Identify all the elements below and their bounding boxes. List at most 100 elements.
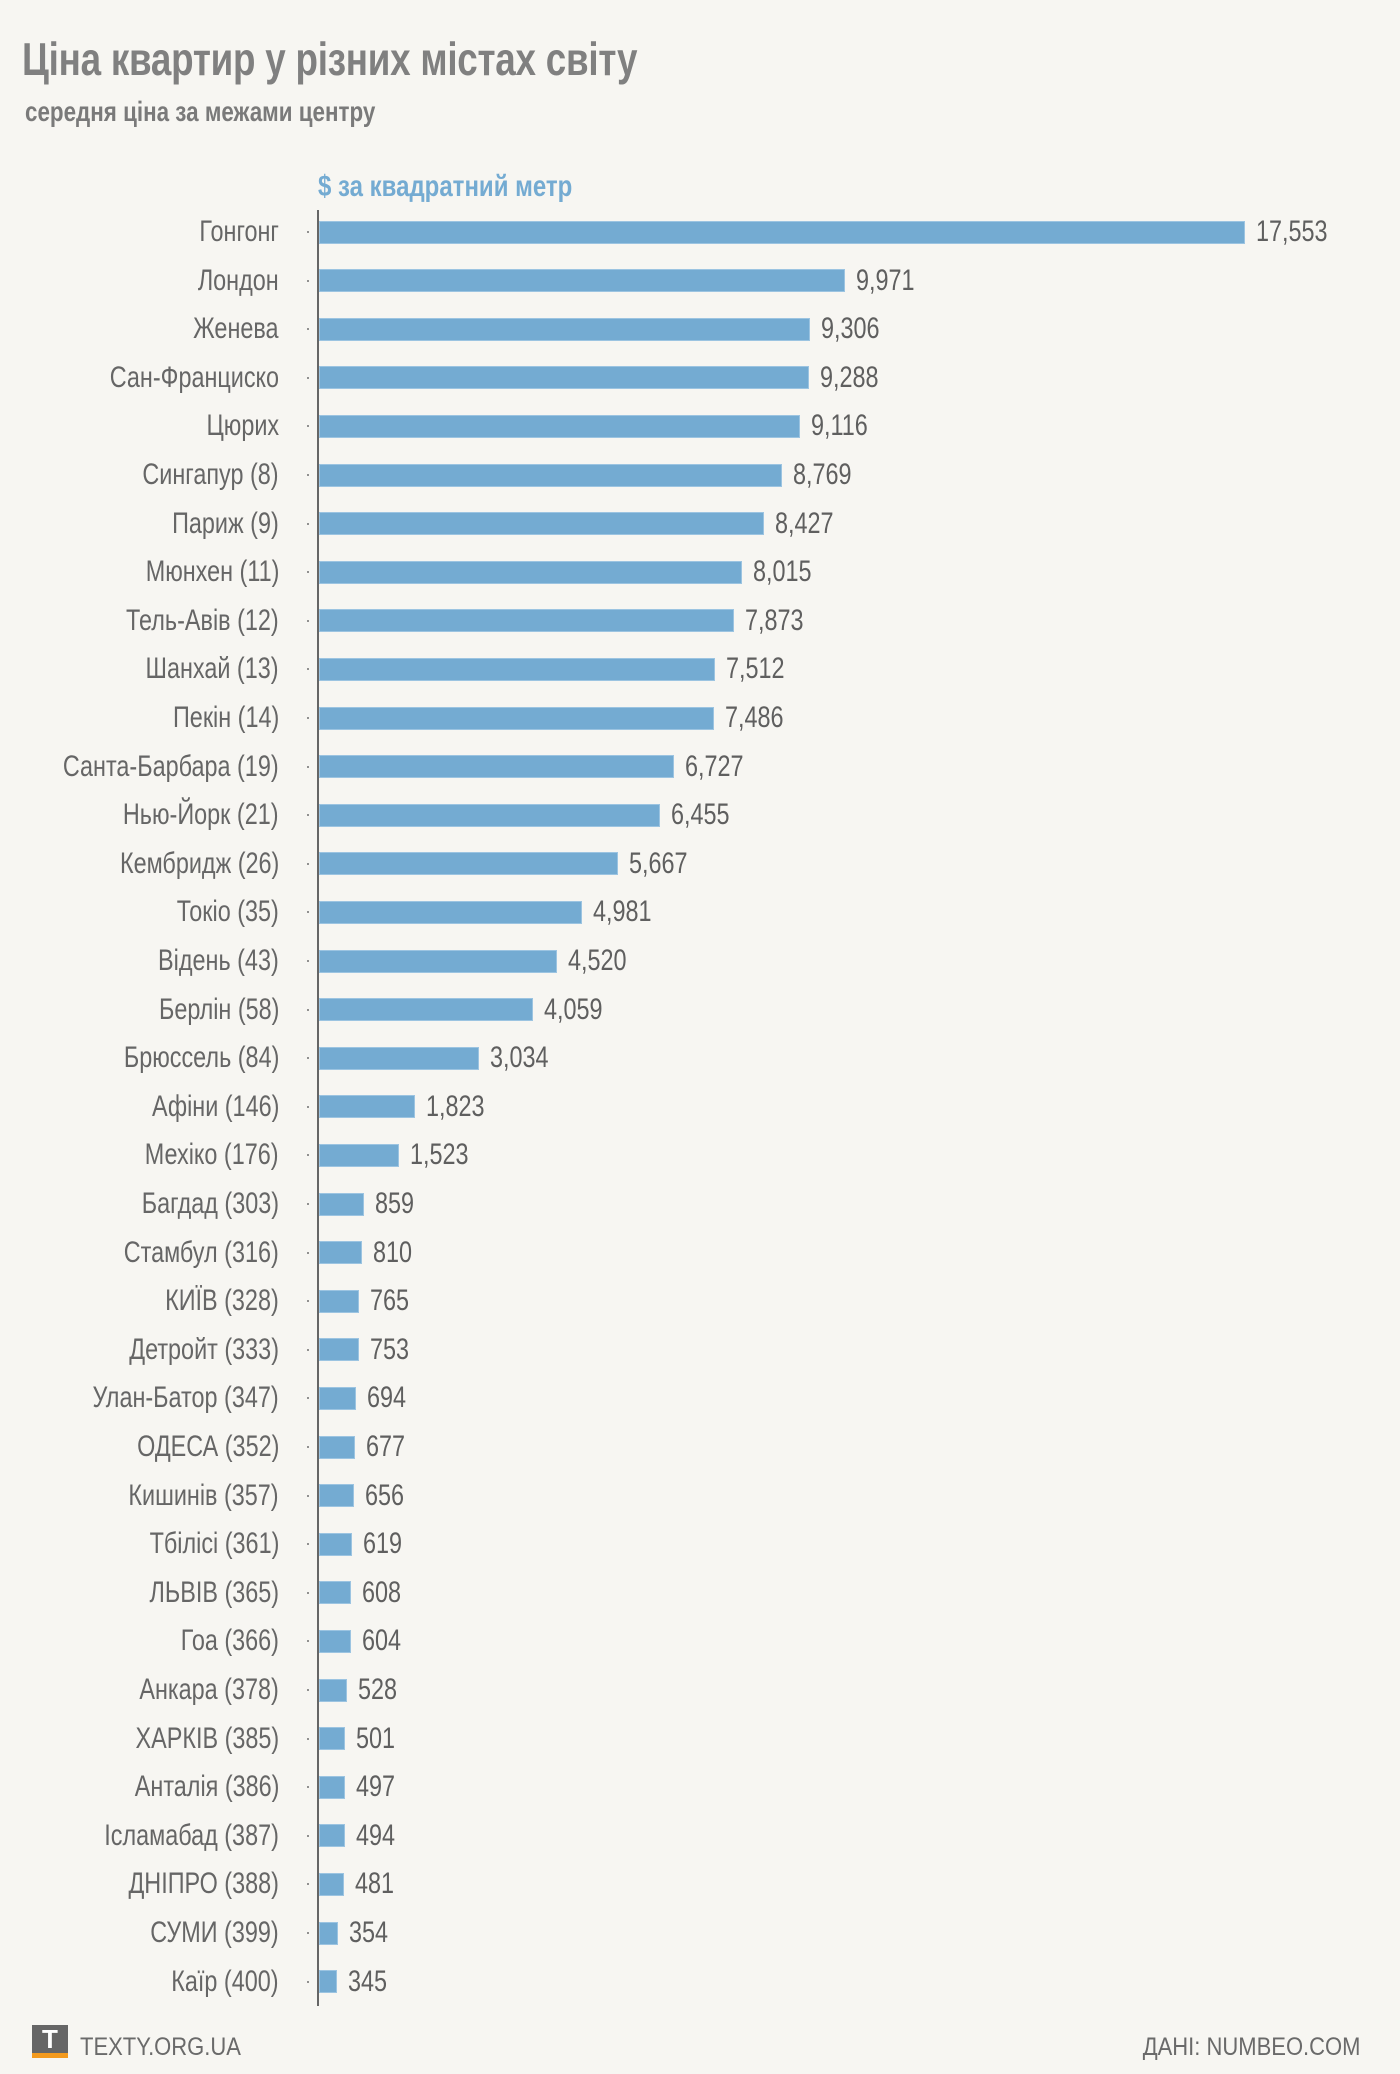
category-label: Цюрих: [206, 409, 279, 443]
value-label: 765: [370, 1284, 410, 1318]
bar: [319, 1970, 338, 1994]
value-label: 8,015: [752, 555, 812, 589]
category-label: Сингапур (8): [142, 458, 279, 491]
tick-dots: [304, 1591, 315, 1594]
tick-dots: [304, 1251, 315, 1254]
chart-title: Ціна квартир у різних містах світу: [22, 33, 638, 85]
bar: [319, 1484, 354, 1508]
tick-dots: [304, 1543, 315, 1546]
value-label: 9,116: [810, 409, 868, 443]
tick-dots: [304, 1057, 315, 1060]
category-label: ХАРКІВ (385): [135, 1721, 279, 1755]
tick-dots: [304, 1348, 315, 1351]
value-label: 4,059: [544, 992, 603, 1026]
value-label: 9,306: [820, 312, 880, 346]
logo-underline: [32, 2053, 68, 2058]
category-label: Мюнхен (11): [145, 555, 279, 589]
category-label: Детройт (333): [129, 1332, 279, 1366]
value-label: 7,512: [726, 652, 785, 686]
tick-dots: [304, 619, 315, 622]
category-label: Гоа (366): [180, 1624, 279, 1658]
category-label: Відень (43): [158, 944, 279, 977]
tick-dots: [304, 668, 315, 671]
bar: [319, 706, 714, 730]
category-label: ДНІПРО (388): [128, 1867, 279, 1901]
category-label: Гонгонг: [199, 215, 279, 248]
category-label: Нью-Йорк (21): [123, 798, 279, 832]
tick-dots: [304, 571, 315, 574]
category-label: КИЇВ (328): [165, 1284, 279, 1318]
category-label: ЛЬВІВ (365): [149, 1575, 279, 1609]
tick-dots: [304, 862, 315, 865]
tick-dots: [304, 717, 315, 719]
tick-dots: [304, 231, 315, 233]
value-label: 17,553: [1256, 215, 1328, 248]
tick-dots: [304, 1300, 315, 1303]
category-label: Мехіко (176): [145, 1138, 279, 1172]
value-label: 753: [369, 1332, 409, 1366]
value-label: 1,823: [426, 1089, 485, 1123]
value-label: 3,034: [490, 1041, 549, 1075]
bar: [319, 755, 674, 779]
bar: [319, 269, 845, 293]
bar: [319, 1338, 359, 1362]
bar: [319, 1435, 355, 1459]
bar: [319, 900, 582, 924]
bar: [319, 366, 809, 390]
y-axis-line: [317, 210, 319, 2006]
bar: [319, 1727, 346, 1751]
data-source-credit: ДАНІ: NUMBEO.COM: [1142, 2033, 1360, 2061]
category-label: ОДЕСА (352): [136, 1430, 279, 1463]
value-label: 1,523: [410, 1138, 469, 1172]
bar: [319, 998, 534, 1022]
tick-dots: [304, 1494, 315, 1497]
tick-dots: [304, 376, 315, 379]
value-label: 656: [364, 1478, 404, 1512]
category-label: СУМИ (399): [150, 1916, 279, 1949]
bar: [319, 560, 742, 584]
value-label: 7,486: [724, 701, 784, 734]
value-label: 501: [356, 1721, 396, 1755]
tick-dots: [304, 1932, 315, 1934]
value-label: 619: [362, 1527, 402, 1561]
bar: [319, 463, 782, 487]
bar: [319, 1581, 352, 1605]
category-label: Шанхай (13): [145, 652, 279, 686]
tick-dots: [304, 814, 315, 817]
category-label: Анталія (386): [134, 1770, 279, 1804]
bar: [319, 1775, 346, 1799]
bar: [319, 852, 618, 876]
tick-dots: [304, 279, 315, 282]
bar: [319, 1386, 356, 1410]
bar: [319, 803, 660, 827]
bar: [319, 1532, 352, 1556]
axis-unit-label: $ за квадратний метр: [318, 170, 573, 203]
category-label: Багдад (303): [141, 1187, 279, 1220]
category-label: Стамбул (316): [123, 1235, 279, 1269]
tick-dots: [304, 765, 315, 768]
value-label: 6,455: [670, 798, 730, 832]
category-label: Берлін (58): [158, 992, 279, 1026]
value-label: 481: [355, 1867, 395, 1901]
value-label: 4,520: [568, 944, 627, 977]
category-label: Афіни (146): [151, 1089, 279, 1123]
tick-dots: [304, 911, 315, 914]
tick-dots: [304, 1980, 315, 1983]
value-label: 604: [361, 1624, 401, 1658]
bar: [319, 414, 800, 438]
chart-subtitle: середня ціна за межами центру: [25, 96, 376, 127]
value-label: 345: [348, 1964, 388, 1998]
site-name-link[interactable]: TEXTY.ORG.UA: [80, 2033, 241, 2061]
category-label: Каїр (400): [171, 1964, 279, 1998]
tick-dots: [304, 328, 315, 331]
bar: [319, 1241, 362, 1265]
tick-dots: [304, 1834, 315, 1837]
tick-dots: [304, 1689, 315, 1691]
category-label: Сан-Франциско: [109, 360, 279, 394]
value-label: 694: [366, 1381, 406, 1415]
texty-logo-icon[interactable]: T: [32, 2025, 68, 2054]
category-label: Женева: [193, 312, 279, 346]
value-label: 528: [357, 1673, 397, 1706]
tick-dots: [304, 1737, 315, 1740]
